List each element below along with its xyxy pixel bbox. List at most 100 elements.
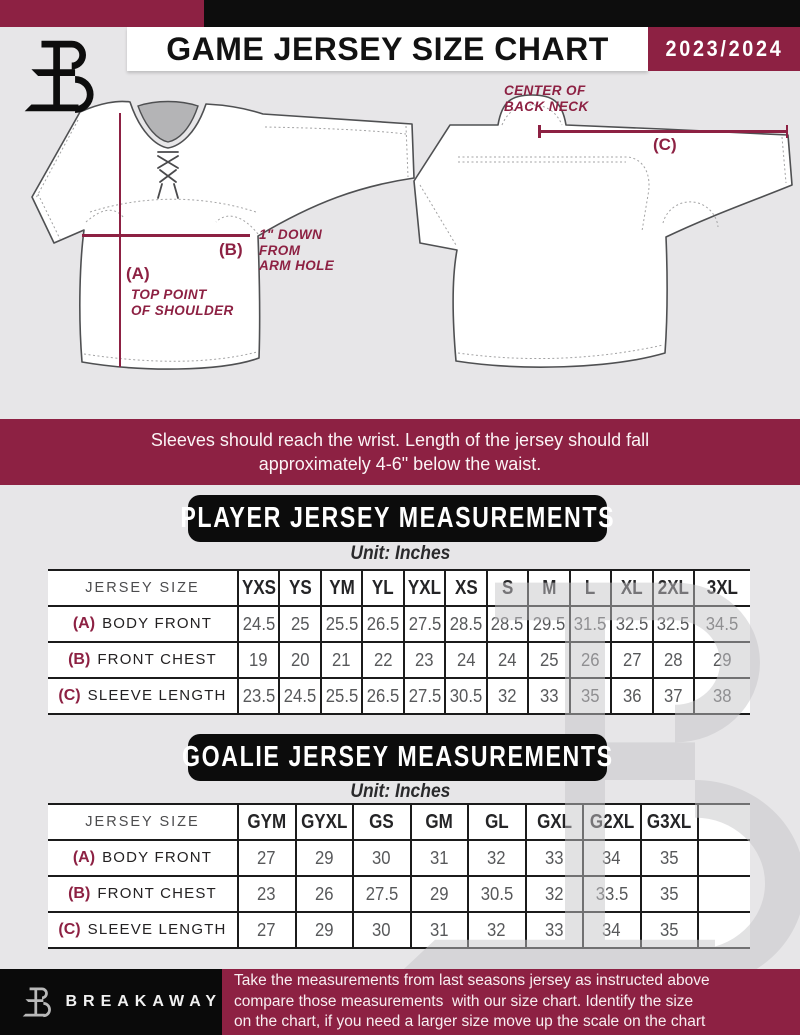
size-column-header: YL [361,569,404,607]
measurement-value: 33.5 [582,875,641,913]
measurement-value: 30 [352,839,411,877]
measurement-value: 23.5 [236,677,280,715]
measurement-value: 28 [651,641,694,679]
size-column-header: G3XL [639,803,698,841]
measurement-value: 33 [524,839,583,877]
size-column-header: YM [319,569,363,607]
row-label: (A) BODY FRONT [48,839,238,877]
fit-note-banner: Sleeves should reach the wrist. Length o… [0,419,800,485]
measurement-value: 25 [278,605,321,643]
measurement-value: 32.5 [610,605,653,643]
size-column-header: GXL [524,803,583,841]
table-header-row: JERSEY SIZE YXS YS YM YL YXL XS S M L XL 2XL 3XL [48,569,750,607]
measurement-value: 25.5 [319,677,363,715]
season-label: 2023/2024 [665,36,783,61]
row-label: (B) FRONT CHEST [48,875,238,913]
measurement-value: 35 [639,839,698,877]
table-corner-label: JERSEY SIZE [48,803,238,841]
size-column-header: YXS [236,569,280,607]
measure-line-c [538,130,788,133]
footer-instructions-text: Take the measurements from last seasons … [234,972,710,1031]
measure-line-c-tick-left [538,125,541,138]
table-header-row: JERSEY SIZE GYM GYXL GS GM GL GXL G2XL G3XL [48,803,750,841]
top-strip-black [204,0,800,27]
measurement-value: 34 [582,911,641,949]
title-band: GAME JERSEY SIZE CHART [127,27,648,71]
size-column-header: GS [352,803,411,841]
player-section-title-text: PLAYER JERSEY MEASUREMENTS [180,502,615,534]
size-column-header: G2XL [582,803,641,841]
measurement-value: 20 [278,641,321,679]
top-strip-maroon [0,0,204,27]
table-row: (A) BODY FRONT 27 29 30 31 32 33 34 35 [48,839,750,877]
measurement-value: 24.5 [278,677,321,715]
measurement-value: 32 [467,839,526,877]
measurement-value: 28.5 [485,605,529,643]
measurement-value: 28.5 [444,605,487,643]
size-column-header: 3XL [692,569,750,607]
measurement-value: 21 [319,641,363,679]
measurement-value: 32 [524,875,583,913]
caption-a: TOP POINT OF SHOULDER [131,287,234,318]
player-unit-label: Unit: Inches [0,543,800,565]
size-column-header: YS [278,569,321,607]
label-b: (B) [219,240,243,259]
row-label: (B) FRONT CHEST [48,641,238,679]
label-a: (A) [126,264,150,283]
measurement-value: 37 [651,677,694,715]
player-unit-text: Unit: Inches [349,543,451,564]
row-label: (C) SLEEVE LENGTH [48,911,238,949]
measurement-value: 33 [527,677,570,715]
measurement-value: 25.5 [319,605,363,643]
measurement-value: 32 [467,911,526,949]
measurement-value: 24 [444,641,487,679]
goalie-section-title: GOALIE JERSEY MEASUREMENTS [182,734,612,781]
measurement-value: 26 [294,875,353,913]
measurement-value: 26.5 [361,677,404,715]
goalie-unit-text: Unit: Inches [349,781,451,802]
breakaway-logo-icon [23,34,107,118]
measurement-value: 30 [352,911,411,949]
measure-line-a [118,113,121,367]
measurement-value: 24 [485,641,529,679]
measurement-value: 36 [610,677,653,715]
size-column-header: GYXL [294,803,353,841]
measurement-value: 27 [237,839,296,877]
size-column-header: XL [610,569,653,607]
measurement-value: 27 [610,641,653,679]
measurement-value: 22 [361,641,404,679]
measurement-value: 32 [485,677,529,715]
size-column-header: S [485,569,529,607]
measurement-value: 31 [409,839,468,877]
size-column-header [697,803,750,841]
size-column-header: GM [409,803,468,841]
measurement-value: 35 [568,677,612,715]
measurement-value: 27 [237,911,296,949]
size-column-header: GYM [237,803,296,841]
season-badge: 2023/2024 [648,27,800,71]
back-jersey-diagram [413,94,793,368]
goalie-unit-label: Unit: Inches [0,781,800,803]
measure-line-c-tick-right [785,125,788,138]
measurement-value: 29 [294,911,353,949]
size-column-header: M [527,569,570,607]
measurement-value: 25 [527,641,570,679]
brand-name: BREAKAWAY [65,993,222,1010]
measurement-value: 34.5 [692,605,750,643]
measurement-value: 27.5 [402,605,446,643]
footer-instructions-block: Take the measurements from last seasons … [222,969,800,1035]
measurement-value [697,875,750,913]
measurement-value: 29 [409,875,468,913]
caption-b: 1" DOWN FROM ARM HOLE [259,227,335,273]
table-row: (C) SLEEVE LENGTH 27 29 30 31 32 33 34 35 [48,911,750,949]
footer-logo-icon [22,984,56,1020]
footer: BREAKAWAY Take the measurements from las… [0,969,800,1035]
measurement-value: 31 [409,911,468,949]
measurement-value: 32.5 [651,605,694,643]
label-c: (C) [653,135,677,154]
measurement-value: 27.5 [402,677,446,715]
size-column-header: L [568,569,612,607]
size-column-header: YXL [402,569,446,607]
measurement-value: 27.5 [352,875,411,913]
